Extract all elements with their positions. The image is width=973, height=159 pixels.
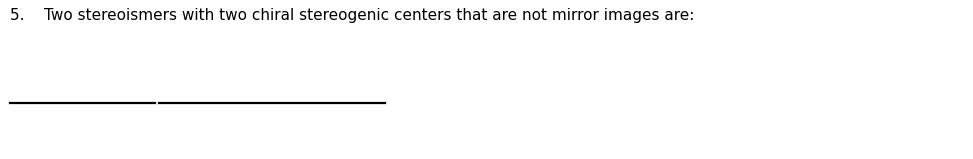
Text: 5.    Two stereoismers with two chiral stereogenic centers that are not mirror i: 5. Two stereoismers with two chiral ster…	[10, 8, 695, 23]
